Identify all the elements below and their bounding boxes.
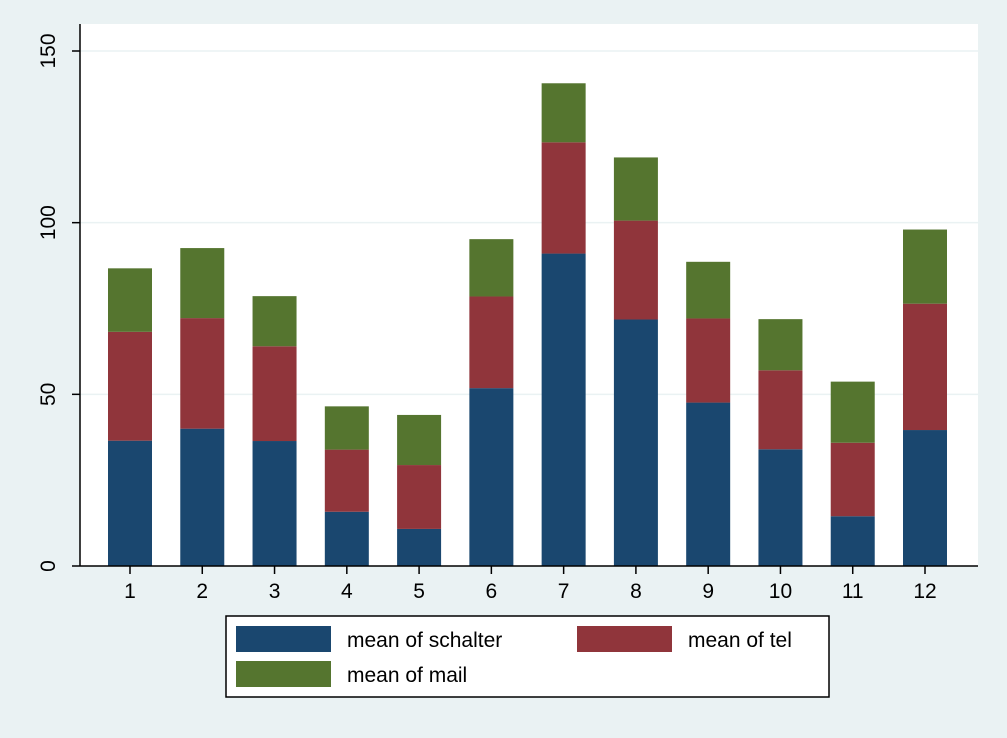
bar-2-series-3	[180, 248, 225, 319]
bar-7-series-2	[541, 142, 586, 254]
legend-label-2: mean of tel	[688, 629, 792, 652]
x-tick-label-3: 3	[269, 580, 281, 603]
bar-4-series-3	[324, 406, 369, 450]
x-tick-label-9: 9	[702, 580, 714, 603]
bar-11-series-2	[830, 442, 875, 517]
y-tick-label-0: 0	[37, 560, 60, 572]
x-tick-label-12: 12	[913, 580, 936, 603]
bar-9-series-3	[686, 261, 731, 319]
bar-3-series-3	[252, 296, 297, 347]
y-tick-label-100: 100	[37, 205, 60, 240]
bar-8-series-2	[613, 220, 658, 320]
legend-swatch-1	[236, 626, 331, 652]
bar-11-series-3	[830, 381, 875, 443]
bar-1-series-2	[108, 331, 152, 441]
x-tick-label-1: 1	[124, 580, 136, 603]
bar-stack-3	[252, 296, 297, 566]
bar-6-series-2	[469, 296, 514, 389]
bar-4-series-1	[324, 511, 369, 566]
bar-2-series-1	[180, 428, 225, 566]
bar-stack-1	[108, 268, 152, 566]
bar-4-series-2	[324, 449, 369, 512]
bar-5-series-2	[397, 465, 442, 529]
legend-label-3: mean of mail	[347, 664, 467, 687]
bar-5-series-1	[397, 528, 442, 566]
x-tick-label-10: 10	[769, 580, 792, 603]
y-tick-label-50: 50	[37, 383, 60, 406]
plot-area	[80, 24, 978, 566]
bar-stack-12	[903, 229, 947, 566]
bar-9-series-1	[686, 402, 731, 566]
bar-stack-6	[469, 239, 514, 566]
bar-7-series-3	[541, 83, 586, 143]
bar-stack-5	[397, 414, 442, 566]
x-tick-label-2: 2	[196, 580, 208, 603]
bar-12-series-3	[903, 229, 947, 304]
x-tick-label-7: 7	[558, 580, 570, 603]
bar-3-series-1	[252, 441, 297, 566]
bar-1-series-1	[108, 440, 152, 566]
bar-11-series-1	[830, 516, 875, 566]
bar-10-series-1	[758, 449, 803, 566]
gridlines	[80, 50, 978, 396]
bar-6-series-3	[469, 239, 514, 297]
bars	[108, 83, 947, 567]
bar-5-series-3	[397, 414, 442, 466]
bar-stack-8	[613, 157, 658, 566]
legend-label-1: mean of schalter	[347, 629, 502, 652]
bar-12-series-1	[903, 430, 947, 566]
legend-swatch-3	[236, 661, 331, 687]
x-tick-label-11: 11	[842, 580, 864, 603]
bar-3-series-2	[252, 346, 297, 442]
x-tick-label-4: 4	[341, 580, 353, 603]
x-tick-label-5: 5	[413, 580, 425, 603]
bar-12-series-2	[903, 303, 947, 431]
bar-stack-9	[686, 261, 731, 566]
bar-stack-2	[180, 248, 225, 566]
bar-2-series-2	[180, 318, 225, 429]
bar-8-series-1	[613, 319, 658, 566]
bar-6-series-1	[469, 388, 514, 566]
y-tick-label-150: 150	[37, 33, 60, 68]
bar-10-series-3	[758, 319, 803, 371]
bar-stack-7	[541, 83, 586, 567]
legend: mean of schalter mean of tel mean of mail	[225, 615, 830, 698]
x-tick-label-8: 8	[630, 580, 642, 603]
bar-9-series-2	[686, 318, 731, 403]
bar-7-series-1	[541, 253, 586, 567]
bar-stack-11	[830, 381, 875, 566]
legend-swatch-2	[577, 626, 672, 652]
x-tick-label-6: 6	[486, 580, 498, 603]
bar-stack-10	[758, 319, 803, 566]
bar-10-series-2	[758, 370, 803, 450]
bar-stack-4	[324, 406, 369, 566]
bar-8-series-3	[613, 157, 658, 221]
bar-1-series-3	[108, 268, 152, 332]
